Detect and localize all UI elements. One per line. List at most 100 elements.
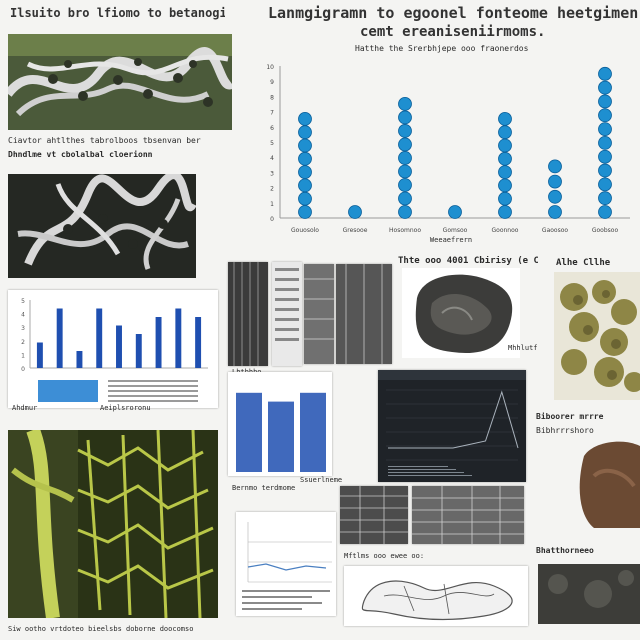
blue-bar — [300, 392, 326, 472]
legend-swatch — [38, 380, 98, 402]
blue-bar — [268, 401, 294, 472]
bead-point — [548, 174, 562, 189]
scan-strip-4 — [336, 264, 392, 364]
bar — [96, 308, 103, 368]
bead-point — [348, 205, 362, 219]
scan-strip-3 — [304, 264, 334, 364]
y-tick-label: 8 — [270, 94, 274, 101]
dark-line-chart — [378, 370, 526, 482]
bead-point — [298, 125, 312, 140]
bead-point — [398, 137, 412, 152]
top-photo-caption: Ciavtor ahtlthes tabrolboos tbsenvan ber — [8, 136, 201, 145]
bead-point — [298, 138, 312, 153]
bead-point — [598, 80, 612, 95]
bar-y-tick: 3 — [21, 325, 25, 332]
bead-point — [398, 97, 412, 111]
specimen-caption: Mhhlutf — [508, 344, 538, 352]
bar-y-tick: 5 — [21, 298, 25, 305]
x-tick-label: Goobsoo — [592, 227, 619, 234]
bead-point — [598, 163, 612, 178]
bead-point — [598, 205, 612, 219]
line-chart-panel — [236, 512, 336, 616]
x-tick-label: Gomsoo — [443, 227, 468, 234]
legend-line — [108, 385, 198, 387]
bead-point — [498, 112, 512, 126]
moss-photo-middle — [8, 174, 196, 278]
bottom-left-caption: Siw ootho vrtdoteo bieelsbs doborne dooc… — [8, 625, 194, 633]
bead-point — [548, 189, 562, 204]
legend-line — [108, 395, 198, 397]
bead-point — [398, 191, 412, 206]
dark-texture-photo — [538, 564, 640, 624]
bar — [36, 342, 43, 368]
right-caption-1: Biboorer mrrre — [536, 412, 604, 421]
bead-point — [598, 136, 612, 150]
bar-y-tick: 1 — [21, 352, 25, 359]
bead-point — [298, 151, 312, 166]
x-tick-label: Gaoosoo — [542, 227, 568, 234]
moss-photo-top — [8, 34, 232, 130]
bead-point — [298, 112, 312, 126]
y-tick-label: 7 — [270, 110, 274, 117]
bead-point — [498, 138, 512, 153]
bead-point — [598, 66, 612, 81]
y-tick-label: 1 — [270, 201, 274, 208]
bead-point — [398, 178, 412, 192]
small-bar-chart: 5 4 3 2 1 0 — [8, 290, 218, 408]
right-title: Alhe Cllhe — [556, 258, 611, 268]
bar — [195, 317, 202, 368]
status-line — [388, 475, 472, 476]
bead-point — [598, 122, 612, 136]
bead-point — [498, 178, 512, 193]
bead-point — [598, 177, 612, 192]
bead-point — [398, 205, 412, 219]
blue-bar-chart — [228, 372, 332, 476]
bead-point — [598, 94, 612, 109]
right-bottom-caption: Bhatthorneeo — [536, 546, 594, 555]
bead-point — [398, 110, 412, 125]
bead-point — [298, 205, 312, 219]
green-net-photo — [8, 430, 218, 618]
bead-point — [298, 191, 312, 206]
chart-x-axis-label: Weeaefrern — [429, 236, 473, 244]
chart-title-line2: cemt ereaniseniirmoms. — [360, 24, 546, 40]
bar-y-tick: 2 — [21, 339, 25, 346]
bar — [175, 308, 182, 368]
dark-ui-panel — [378, 370, 526, 482]
bar — [155, 317, 162, 368]
x-tick-label: Gouosolo — [291, 227, 319, 234]
bar — [116, 325, 122, 368]
bar-chart-footer: Ahdmur — [12, 404, 38, 412]
right-caption-2: Bibhrrrshoro — [536, 426, 594, 435]
bead-point — [298, 165, 312, 179]
window-titlebar — [378, 370, 526, 380]
status-line — [388, 466, 448, 467]
y-tick-label: 2 — [270, 186, 274, 193]
bead-point — [598, 149, 612, 164]
y-tick-label: 4 — [270, 155, 274, 162]
scan-strip-1 — [228, 262, 268, 366]
blue-bar — [236, 392, 262, 472]
chart-subtitle: Hatthe the Srerbhjepe ooo fraonerdos — [355, 44, 529, 53]
bead-point — [398, 164, 412, 179]
y-tick-label: 5 — [270, 140, 274, 147]
table-scan-2 — [412, 486, 524, 544]
bar — [76, 351, 83, 368]
bead-point — [298, 178, 312, 193]
bead-point — [498, 191, 512, 206]
bead-point — [598, 108, 612, 123]
bead-point — [548, 205, 562, 219]
bar-y-tick: 0 — [21, 366, 25, 373]
x-tick-label: Gresooe — [343, 227, 368, 234]
bead-point — [498, 205, 512, 219]
legend-line — [108, 380, 198, 382]
mid-table-label: Bernmo terdmome — [232, 484, 296, 492]
bar — [56, 308, 63, 368]
status-line — [388, 469, 456, 470]
middle-grid-header: Mftlms ooo ewee oo: — [344, 552, 425, 560]
top-left-caption: Ilsuito bro lfiomo to betanoging — [10, 6, 225, 20]
bar-y-tick: 4 — [21, 312, 25, 319]
bottom-center-map-panel — [344, 566, 528, 626]
brown-tissue-photo — [574, 436, 640, 528]
bead-point — [398, 124, 412, 138]
